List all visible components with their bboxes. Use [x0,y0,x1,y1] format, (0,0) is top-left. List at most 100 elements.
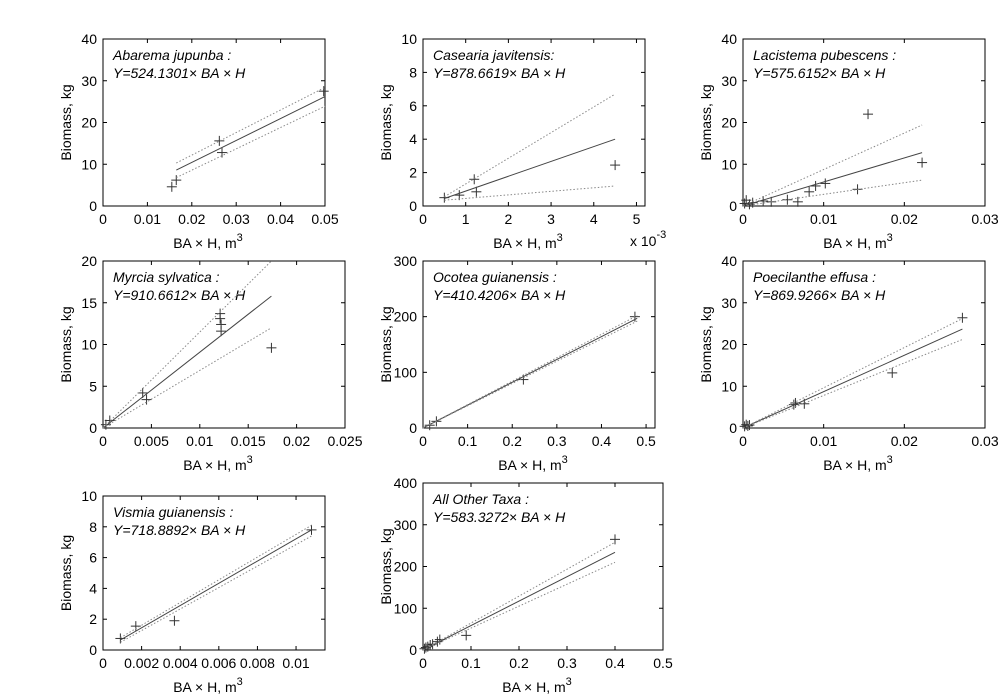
chart-2-x-tick-label: 5 [633,211,641,227]
chart-1-fit-line [176,96,326,171]
chart-5-x-axis-label-text: BA × H, m [498,457,561,473]
chart-2-x-tick-label: 1 [462,211,470,227]
chart-4-equation: Y=910.6612× BA × H [113,287,246,303]
chart-4-panel: 0 0.005 0.01 0.015 0.02 0.025 0 5 10 15 20 BA × H, … [58,253,363,473]
chart-3-ci-upper-line [742,124,923,207]
chart-2-y-tick-label: 10 [401,31,417,47]
chart-5-x-tick-label: 0.3 [547,433,567,449]
chart-3-y-tick-label: 40 [721,31,737,47]
chart-4-x-axis-label-exponent: 3 [247,454,253,466]
chart-4-y-tick-label: 10 [81,337,97,353]
chart-7-x-axis-label-exponent: 3 [237,676,243,688]
chart-1-y-tick-label: 0 [89,198,97,214]
chart-4-x-tick-label: 0.005 [134,433,169,449]
chart-8-title: All Other Taxa : [432,491,529,507]
chart-6-ci-lower-line [742,339,963,429]
chart-8-y-tick-label: 400 [394,475,418,491]
chart-4-x-axis-label-text: BA × H, m [183,457,246,473]
chart-5-axes-frame [422,260,656,429]
chart-8-data-point [432,636,443,647]
chart-4-y-tick-label: 20 [81,253,97,269]
chart-1-x-tick-label: 0.03 [223,211,250,227]
chart-5-x-tick-label: 0.4 [592,433,612,449]
chart-7-x-tick-label: 0.002 [124,655,159,671]
chart-7-x-tick-label: 0.01 [282,655,309,671]
chart-4-fit-line [102,295,272,429]
chart-3-x-tick-label: 0.03 [971,211,998,227]
chart-2-data-point [469,174,480,185]
chart-5-y-axis-label: Biomass, kg [378,306,394,382]
chart-7-y-tick-label: 10 [81,488,97,504]
chart-5-x-tick-label: 0.5 [636,433,656,449]
chart-6-title: Poecilanthe effusa : [753,269,876,285]
chart-4-data-point [141,394,152,405]
chart-6-panel: 0 0.01 0.02 0.03 0 10 20 30 40 BA × H, m3 Biomass,… [698,253,999,473]
chart-1-x-tick-label: 0.02 [178,211,205,227]
chart-2-x-tick-label: 3 [547,211,555,227]
chart-5-x-axis-label: BA × H, m3 [498,454,568,473]
chart-7-panel: 0 0.002 0.004 0.006 0.008 0.01 0 2 4 6 8 10 BA × H, … [58,488,326,694]
chart-6-x-tick-label: 0.02 [891,433,918,449]
chart-4-y-tick-label: 15 [81,295,97,311]
chart-5-panel: 0 0.1 0.2 0.3 0.4 0.5 0 100 200 300 BA × H, m3 Biom… [378,253,656,473]
chart-2-x-tick-label: 0 [419,211,427,227]
chart-3-x-tick-label: 0 [739,211,747,227]
chart-3-x-tick-label: 0.02 [891,211,918,227]
chart-3-x-axis-label-exponent: 3 [887,232,893,244]
chart-8-x-axis-label: BA × H, m3 [502,676,572,694]
chart-2-x-axis-label-text: BA × H, m [493,235,556,251]
chart-1-x-tick-label: 0 [99,211,107,227]
chart-6-equation: Y=869.9266× BA × H [753,287,886,303]
chart-7-data-point [169,615,180,626]
chart-6-x-axis-label-exponent: 3 [887,454,893,466]
chart-1-x-axis-label-exponent: 3 [237,232,243,244]
chart-3-x-axis-label-text: BA × H, m [823,235,886,251]
chart-6-y-tick-label: 10 [721,378,737,394]
chart-2-x-tick-label: 2 [504,211,512,227]
chart-2-data-point [471,186,482,197]
chart-5-y-tick-label: 100 [394,364,418,380]
chart-6-x-tick-label: 0.03 [971,433,998,449]
chart-8-y-tick-label: 200 [394,559,418,575]
chart-2-y-tick-label: 2 [409,165,417,181]
chart-1-x-tick-label: 0.05 [311,211,338,227]
chart-7-x-tick-label: 0.004 [163,655,198,671]
chart-1-data-point [216,147,227,158]
chart-8-data-point [461,630,472,641]
chart-3-y-axis-label: Biomass, kg [698,84,714,160]
chart-3-data-point [792,196,803,207]
chart-1-y-tick-label: 30 [81,73,97,89]
chart-1-panel: 0 0.01 0.02 0.03 0.04 0.05 0 10 20 30 40 BA × H, m3… [58,31,339,251]
chart-5-x-axis-label-exponent: 3 [562,454,568,466]
chart-7-x-axis-label: BA × H, m3 [173,676,243,694]
chart-2-x-axis-label-exponent: 3 [557,232,563,244]
chart-4-ci-lower-line [102,327,272,429]
chart-1-x-axis-label-text: BA × H, m [173,235,236,251]
chart-4-data-point [266,342,277,353]
chart-7-y-tick-label: 8 [89,519,97,535]
chart-7-equation: Y=718.8892× BA × H [113,522,246,538]
chart-6-y-tick-label: 30 [721,295,737,311]
chart-2-fit-line [444,138,616,199]
chart-8-fit-line [422,551,616,651]
chart-8-data-point [420,642,431,653]
chart-5-y-tick-label: 200 [394,309,418,325]
chart-4-x-axis-label: BA × H, m3 [183,454,253,473]
chart-1-x-tick-label: 0.04 [267,211,294,227]
chart-4-data-point [215,313,226,324]
chart-8-y-tick-label: 0 [409,642,417,658]
chart-3-title: Lacistema pubescens : [753,47,896,63]
chart-1-data-point [214,135,225,146]
chart-3-panel: 0 0.01 0.02 0.03 0 10 20 30 40 BA × H, m3 Biomass,… [698,31,999,251]
chart-2-x-multiplier: x 10-3 [630,229,666,249]
chart-4-data-point [216,326,227,337]
chart-1-y-tick-label: 10 [81,156,97,172]
chart-8-x-tick-label: 0.5 [653,655,673,671]
chart-4-x-tick-label: 0.02 [283,433,310,449]
chart-6-y-tick-label: 0 [729,420,737,436]
chart-2-x-tick-label: 4 [590,211,598,227]
chart-4-ci-upper-line [102,260,272,429]
